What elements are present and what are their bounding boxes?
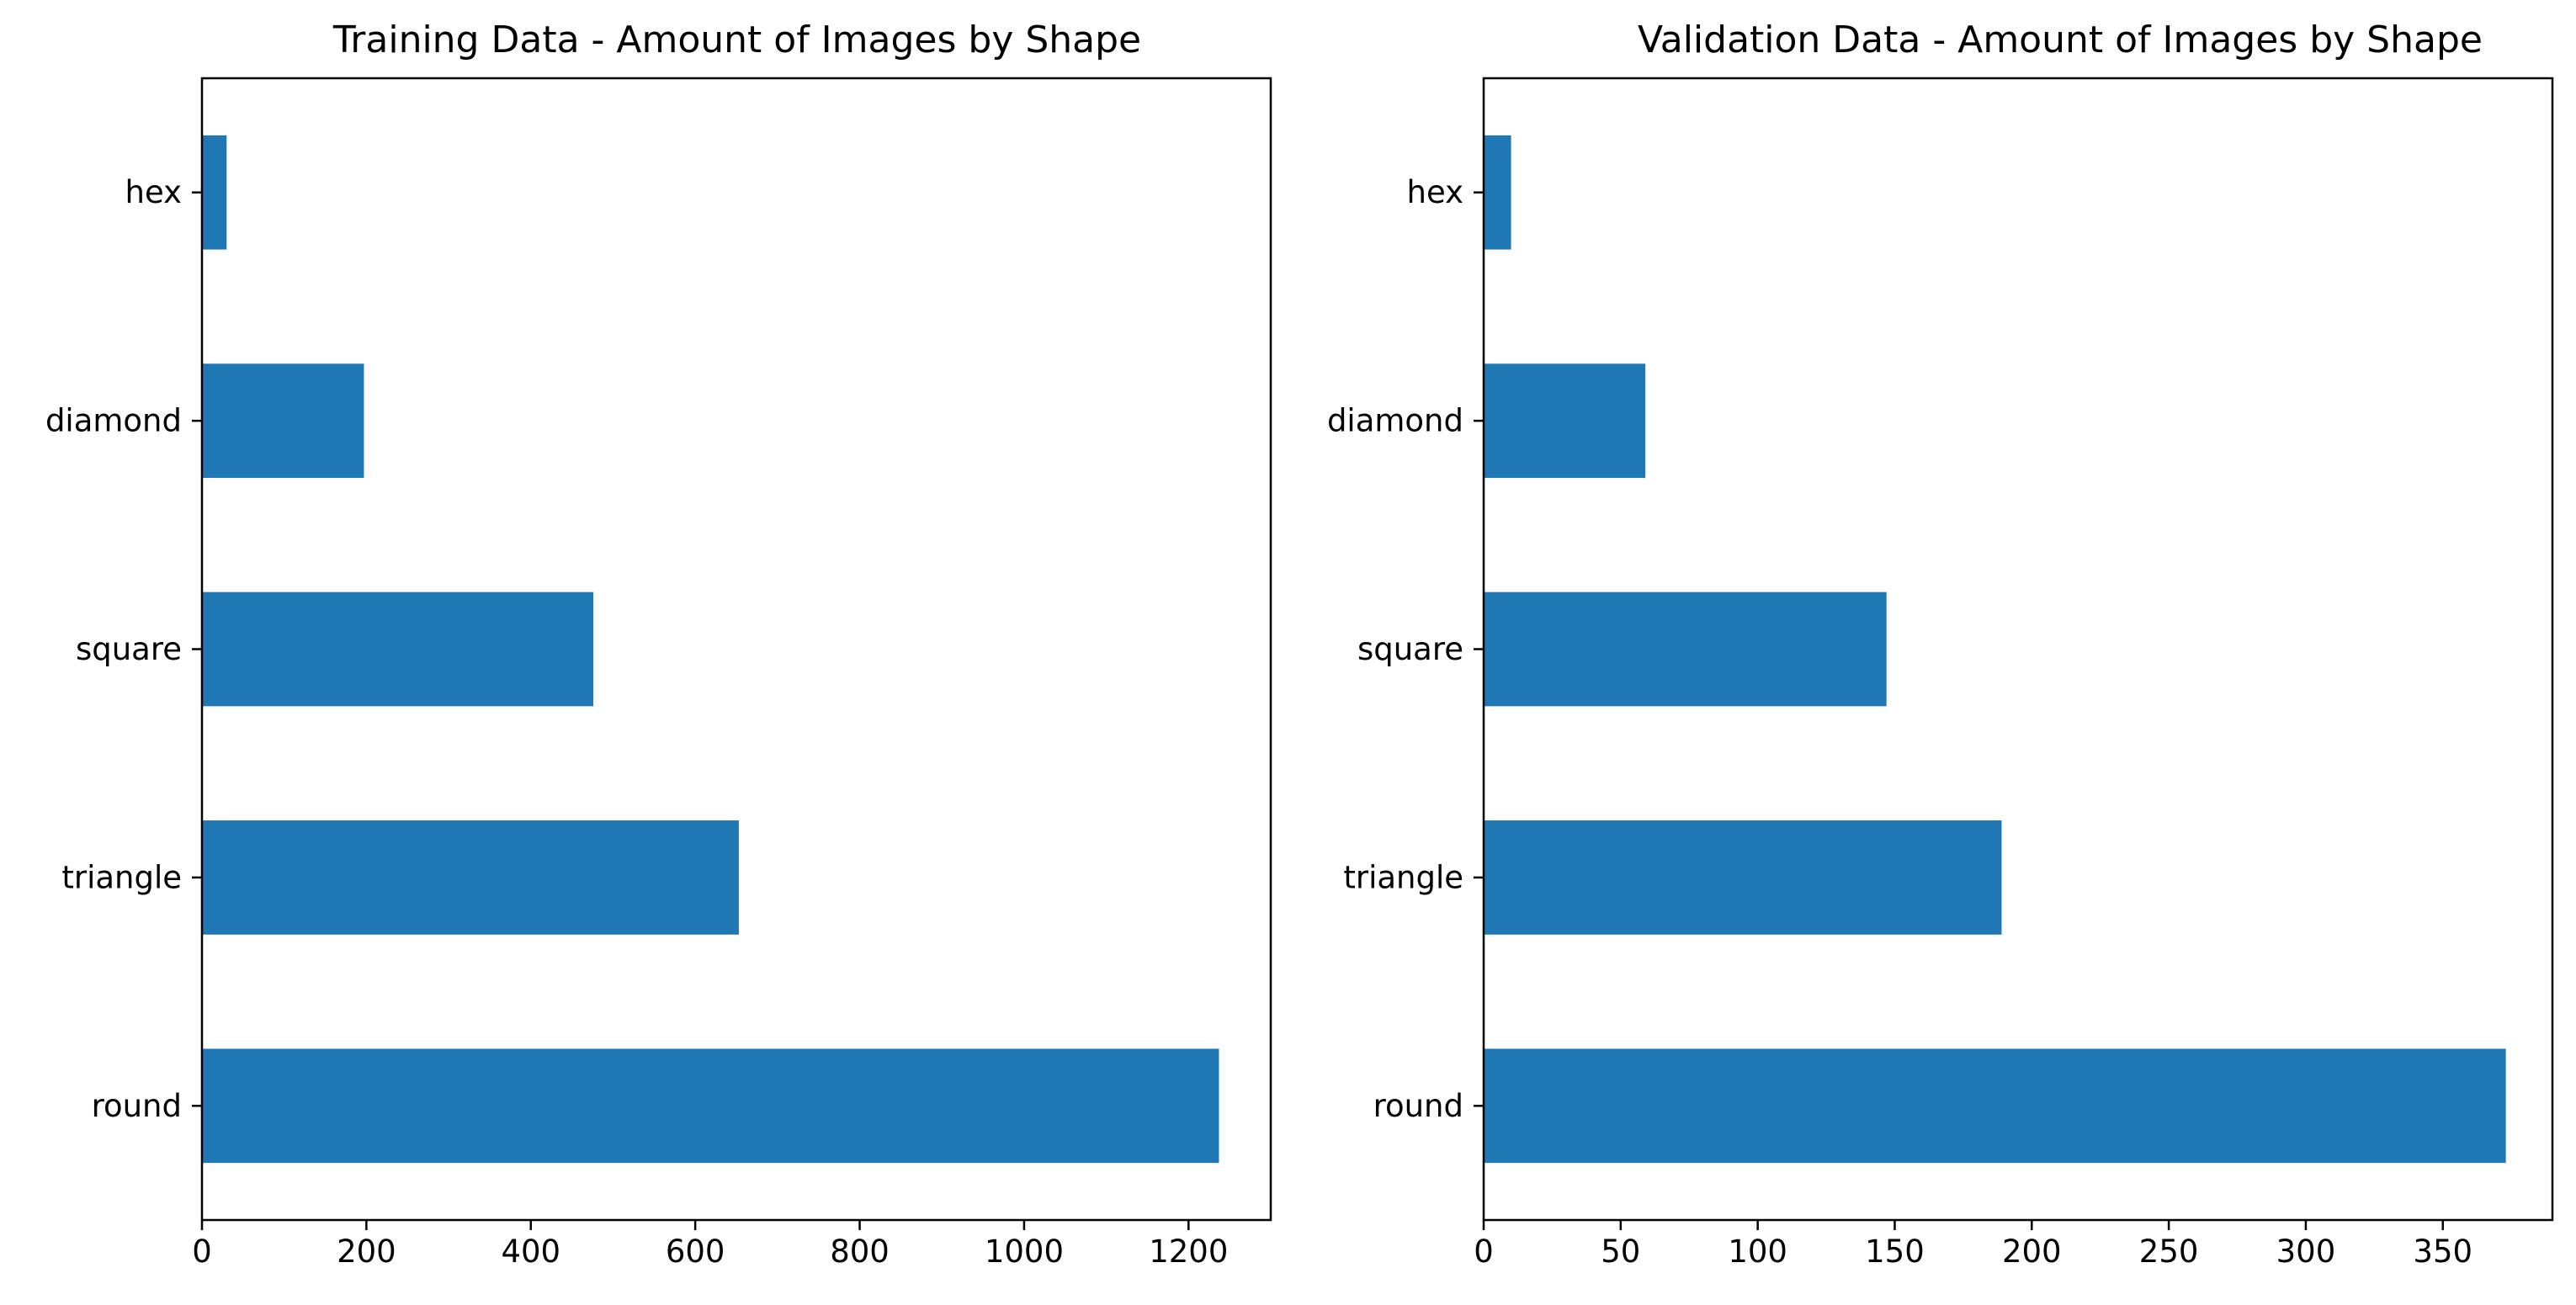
validation-ytick-label-hex: hex: [1407, 174, 1463, 210]
training-bar-square: [202, 591, 594, 707]
validation-bar-triangle: [1484, 820, 2002, 935]
validation-xtick-label: 50: [1601, 1233, 1640, 1270]
validation-xtick-label: 300: [2276, 1233, 2336, 1270]
validation-ytick-label-diamond: diamond: [1327, 403, 1463, 439]
training-ytick-label-round: round: [92, 1088, 182, 1124]
validation-bar-square: [1484, 591, 1887, 707]
validation-bar-diamond: [1484, 363, 1646, 478]
validation-ytick-label-square: square: [1357, 631, 1463, 667]
training-bar-triangle: [202, 820, 739, 935]
training-xtick-label: 0: [192, 1233, 212, 1270]
training-ytick-label-hex: hex: [125, 174, 182, 210]
training-ytick-label-diamond: diamond: [45, 403, 182, 439]
validation-chart-title: Validation Data - Amount of Images by Sh…: [1638, 19, 2483, 61]
validation-xtick-label: 350: [2413, 1233, 2472, 1270]
training-chart: Training Data - Amount of Images by Shap…: [45, 19, 1272, 1270]
validation-xtick-label: 0: [1474, 1233, 1494, 1270]
training-ytick-label-triangle: triangle: [61, 859, 182, 895]
training-xtick-label: 1000: [985, 1233, 1064, 1270]
training-xtick-label: 1200: [1149, 1233, 1228, 1270]
training-ytick-label-square: square: [76, 631, 182, 667]
validation-bar-hex: [1484, 135, 1511, 250]
training-bar-round: [202, 1048, 1219, 1164]
training-chart-title: Training Data - Amount of Images by Shap…: [332, 19, 1141, 61]
training-bar-hex: [202, 135, 227, 250]
training-xtick-label: 200: [337, 1233, 396, 1270]
validation-xtick-label: 100: [1728, 1233, 1787, 1270]
validation-ytick-label-triangle: triangle: [1343, 859, 1463, 895]
training-xtick-label: 600: [666, 1233, 725, 1270]
training-xtick-label: 800: [830, 1233, 890, 1270]
validation-xtick-label: 150: [1865, 1233, 1925, 1270]
validation-chart: Validation Data - Amount of Images by Sh…: [1327, 19, 2554, 1270]
validation-ytick-label-round: round: [1373, 1088, 1463, 1124]
training-xtick-label: 400: [501, 1233, 560, 1270]
validation-bar-round: [1484, 1048, 2506, 1164]
validation-xtick-label: 200: [2002, 1233, 2062, 1270]
validation-xtick-label: 250: [2139, 1233, 2199, 1270]
training-bar-diamond: [202, 363, 364, 478]
